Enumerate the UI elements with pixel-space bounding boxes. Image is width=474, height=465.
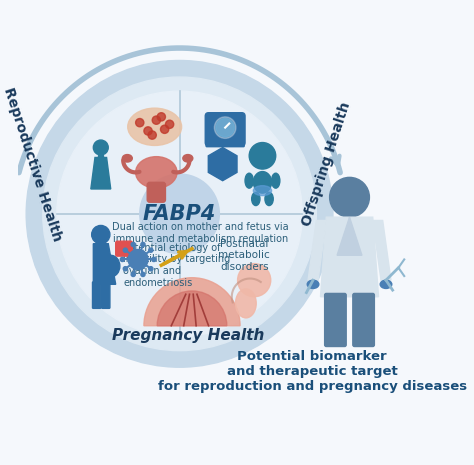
Wedge shape <box>157 291 227 326</box>
Circle shape <box>149 248 153 252</box>
Polygon shape <box>208 147 237 181</box>
FancyBboxPatch shape <box>325 293 346 346</box>
Circle shape <box>131 242 135 246</box>
Circle shape <box>141 242 145 246</box>
Text: Offspring Health: Offspring Health <box>300 100 353 228</box>
FancyBboxPatch shape <box>98 155 103 159</box>
Polygon shape <box>337 217 349 255</box>
Text: Pregnancy Health: Pregnancy Health <box>112 328 264 343</box>
Ellipse shape <box>236 289 256 318</box>
Ellipse shape <box>252 193 260 206</box>
Polygon shape <box>91 158 111 189</box>
Ellipse shape <box>101 255 120 277</box>
Polygon shape <box>320 217 379 297</box>
Circle shape <box>144 127 152 135</box>
Text: Potential etiology of
infertility by targeting
ovarian and
endometriosis: Potential etiology of infertility by tar… <box>123 243 230 288</box>
Ellipse shape <box>136 157 177 188</box>
FancyBboxPatch shape <box>92 282 101 308</box>
Text: Potential biomarker
and therapeutic target
for reproduction and pregnancy diseas: Potential biomarker and therapeutic targ… <box>158 350 467 393</box>
Ellipse shape <box>307 280 319 288</box>
FancyBboxPatch shape <box>206 140 244 146</box>
Circle shape <box>93 140 108 155</box>
Circle shape <box>165 120 174 128</box>
Circle shape <box>149 266 153 271</box>
Circle shape <box>91 226 110 244</box>
Circle shape <box>161 125 169 133</box>
Circle shape <box>214 117 236 139</box>
Circle shape <box>329 177 369 217</box>
Circle shape <box>152 257 156 261</box>
Ellipse shape <box>380 280 392 288</box>
Circle shape <box>120 257 124 261</box>
Text: FABP4: FABP4 <box>143 204 216 224</box>
Circle shape <box>136 119 144 127</box>
Circle shape <box>57 91 302 337</box>
FancyBboxPatch shape <box>147 182 165 202</box>
Ellipse shape <box>253 172 272 193</box>
Circle shape <box>123 266 128 271</box>
FancyBboxPatch shape <box>205 113 245 146</box>
Ellipse shape <box>183 154 193 162</box>
FancyBboxPatch shape <box>353 293 374 346</box>
Circle shape <box>131 272 135 277</box>
Ellipse shape <box>245 173 253 188</box>
Circle shape <box>26 60 333 367</box>
Circle shape <box>141 272 145 277</box>
Text: Reproductive Health: Reproductive Health <box>1 86 64 243</box>
Circle shape <box>43 77 316 351</box>
Text: Postnatal
metabolic
disorders: Postnatal metabolic disorders <box>219 239 270 272</box>
Circle shape <box>148 131 156 139</box>
Wedge shape <box>144 278 240 326</box>
Ellipse shape <box>265 193 273 206</box>
Circle shape <box>216 119 234 137</box>
Polygon shape <box>373 220 391 280</box>
Circle shape <box>128 250 148 269</box>
Circle shape <box>157 113 165 121</box>
Polygon shape <box>308 220 326 280</box>
Text: Dual action on mother and fetus via
immune and metabolism regulation: Dual action on mother and fetus via immu… <box>112 222 289 244</box>
Circle shape <box>237 264 271 297</box>
FancyBboxPatch shape <box>101 282 110 308</box>
Ellipse shape <box>253 186 272 196</box>
Polygon shape <box>93 244 116 284</box>
FancyBboxPatch shape <box>116 241 132 256</box>
Ellipse shape <box>272 173 280 188</box>
Ellipse shape <box>122 154 132 162</box>
Circle shape <box>123 248 128 252</box>
Ellipse shape <box>128 108 182 146</box>
Circle shape <box>249 143 276 169</box>
Polygon shape <box>349 217 362 255</box>
Circle shape <box>140 174 219 253</box>
Circle shape <box>152 116 161 124</box>
